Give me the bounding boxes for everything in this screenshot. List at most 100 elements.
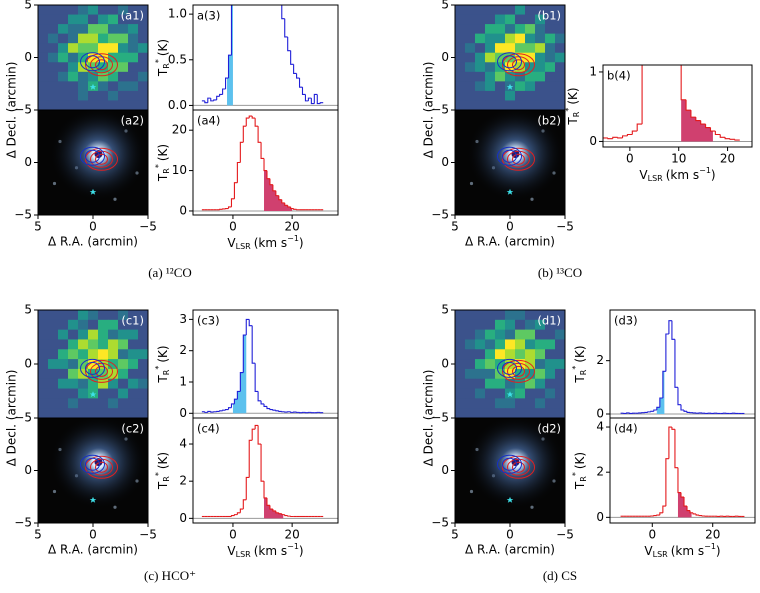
panel-label: (c4) [197,422,220,436]
map-pixel [78,339,89,350]
x-tick-label: 5 [451,220,459,234]
spectrum-step [233,398,238,404]
map-pixel [465,388,476,399]
wing-shade [677,492,692,518]
map-image [38,5,149,111]
map-pixel [555,100,566,111]
map-pixel [88,43,99,54]
x-axis-label: Δ R.A. (arcmin) [465,235,555,249]
map-pixel [68,90,79,101]
x-tick-label: 20 [705,528,720,542]
map-pixel [38,62,49,73]
spectrum-step [260,444,265,482]
map-pixel [555,52,566,63]
map-pixel [128,14,139,25]
spectrum-step [700,120,706,125]
panel-label: (a2) [121,114,144,128]
map-pixel [555,33,566,44]
spectrum-step [626,133,633,136]
map-pixel [138,5,149,16]
map-pixel [535,349,546,360]
map-pixel [108,100,119,111]
label-sub: R [579,369,588,375]
map-pixel [128,52,139,63]
map-pixel [38,24,49,35]
label-sup: −1 [287,542,299,551]
map-pixel [128,359,139,370]
spectrum-step [284,202,288,206]
spectrum-step [647,411,651,413]
map-pixel [138,14,149,25]
map-pixel [525,5,536,16]
axis-label: TR* (K) [571,452,588,490]
map-pixel [48,71,59,82]
map-pixel [545,368,556,380]
spectrum-step [284,514,288,517]
spectrum-step [680,65,687,101]
map-pixel [515,378,526,390]
spectrum-step [222,88,226,95]
map-pixel [485,90,496,101]
map-pixel [108,71,119,82]
label-sup: −1 [704,542,716,551]
map-pixel [455,5,466,16]
star-marker [506,496,514,503]
map-pixel [515,408,526,419]
map-pixel [108,329,119,340]
x-axis-label: Δ R.A. (arcmin) [48,235,138,249]
y-tick-label: 0 [24,357,32,371]
y-tick-label: 1 [589,64,597,78]
map-pixel [475,339,486,350]
map-pixel [78,310,89,321]
map-pixel [505,408,516,419]
map-pixel [475,319,486,331]
spectrum-step [659,512,663,516]
label-base: V [227,544,236,558]
spectrum-step [207,410,211,413]
map-pixel [555,81,566,92]
map-pixel [58,349,69,360]
x-tick-label: 0 [89,528,97,542]
map-pixel [555,359,566,370]
map-pixel [118,71,129,82]
panel-label: (d4) [614,422,638,436]
map-pixel [78,14,89,25]
map-pixel [118,349,129,360]
map-pixel [78,90,89,101]
y-tick-label: 0 [589,134,597,148]
label-unit: (K) [566,87,580,104]
spectrum-step [298,78,303,88]
map-pixel [485,378,496,390]
map-pixel [485,398,496,409]
map-pixel [68,408,79,419]
spectrum-step [272,184,276,192]
contour-blue [502,361,517,375]
map-pixel [545,339,556,350]
label-base: V [644,544,653,558]
label-sup: * [154,164,163,168]
map-pixel [485,14,496,25]
map-pixel [465,368,476,380]
map-pixel [128,5,139,16]
map-pixel [525,90,536,101]
y-tick-label: 1 [179,375,187,389]
label-unit: (K) [156,144,170,161]
map-pixel [555,368,566,380]
contour-red [90,56,113,74]
map-pixel [138,310,149,321]
y-tick-label: 0 [179,511,187,525]
spectrum-step [685,99,691,111]
spectrum-step [287,205,291,208]
contour-red [90,362,113,380]
map-pixel [38,319,49,331]
map-pixel [48,5,59,16]
map-pixel [505,33,516,44]
spectrum-step [686,506,691,512]
x-axis-label: Δ R.A. (arcmin) [465,543,555,557]
y-tick-label: 0 [596,407,604,421]
map-pixel [505,319,516,331]
contour-blue [85,457,100,471]
map-pixel [78,359,89,370]
map-pixel [455,388,466,399]
map-pixel [555,339,566,350]
